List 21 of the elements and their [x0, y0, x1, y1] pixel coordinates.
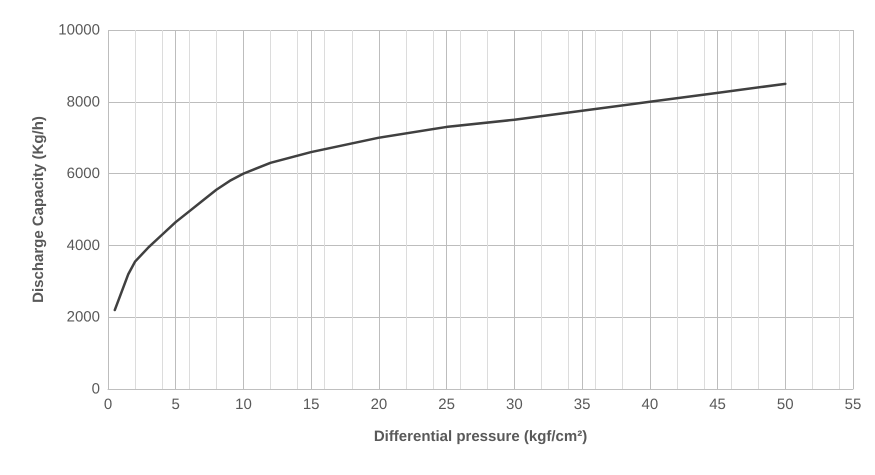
x-tick-label: 15: [302, 396, 320, 413]
x-tick-label: 10: [235, 396, 252, 413]
x-tick-label: 50: [776, 396, 794, 413]
x-tick-label: 40: [641, 396, 658, 413]
y-tick-label: 4000: [66, 236, 100, 254]
y-tick-label: 8000: [66, 93, 100, 110]
x-tick-label: 55: [844, 396, 862, 413]
x-tick-label: 45: [709, 396, 726, 413]
x-tick-label: 35: [574, 396, 590, 413]
x-tick-label: 20: [370, 396, 388, 413]
x-tick-label: 5: [172, 396, 180, 413]
x-tick-label: 25: [438, 396, 455, 413]
y-axis-title: Discharge Capacity (Kg/h): [30, 116, 47, 303]
y-tick-label: 10000: [58, 22, 100, 38]
x-tick-label: 30: [506, 396, 523, 413]
y-tick-label: 2000: [66, 308, 100, 326]
x-axis-title: Differential pressure (kgf/cm²): [374, 428, 588, 445]
y-tick-label: 6000: [66, 165, 100, 182]
line-series: [114, 82, 787, 312]
x-tick-label: 0: [104, 396, 112, 413]
y-tick-label: 0: [92, 380, 100, 398]
